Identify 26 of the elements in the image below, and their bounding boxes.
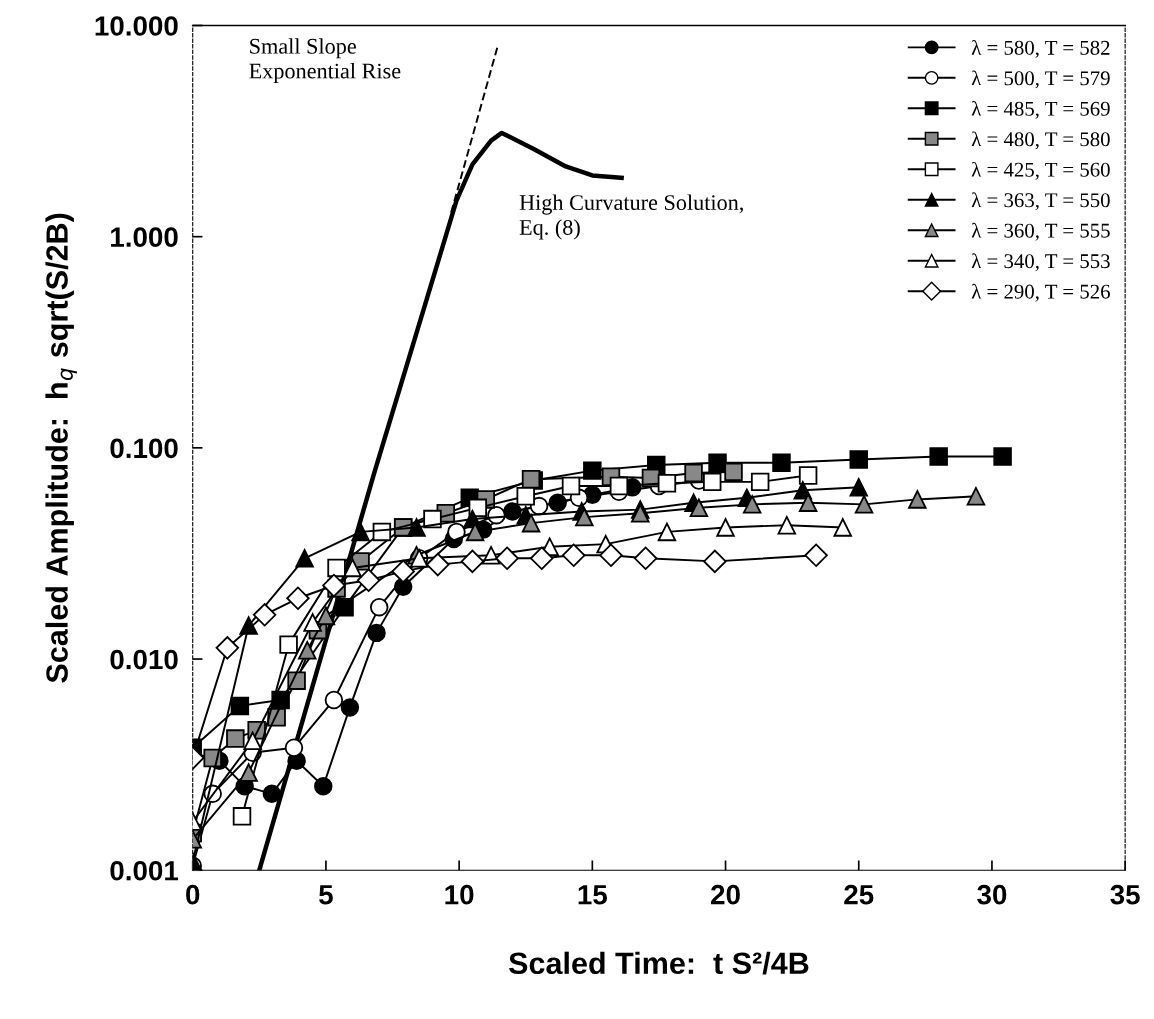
y-tick-label: 1.000 [111, 227, 178, 247]
legend-label: λ = 360, T = 555 [971, 222, 1110, 241]
x-tick-label: 5 [319, 885, 333, 905]
x-tick-label: 20 [711, 884, 740, 905]
legend-label: λ = 500, T = 579 [971, 70, 1110, 89]
annotation: Small Slope Exponential Rise [249, 38, 401, 84]
x-axis-title: Scaled Time: t S²/4B [508, 951, 809, 975]
legend-label: λ = 290, T = 526 [971, 283, 1110, 302]
y-axis-title: Scaled Amplitude: h$_{q}$ sqrt(S/2B) [45, 213, 77, 683]
x-tick-label: 30 [977, 884, 1007, 905]
y-tick-label: 0.100 [110, 438, 178, 459]
x-tick-label: 0 [186, 884, 200, 905]
x-tick-label: 25 [844, 884, 874, 905]
y-tick-label: 0.010 [110, 649, 178, 670]
legend-label: λ = 363, T = 550 [971, 192, 1110, 211]
y-tick-label: 10.000 [95, 16, 178, 36]
legend-label: λ = 485, T = 569 [971, 100, 1110, 119]
y-tick-label: 0.001 [110, 860, 179, 881]
x-tick-label: 10 [445, 884, 474, 905]
x-tick-label: 15 [578, 885, 608, 905]
legend-label: λ = 425, T = 560 [971, 161, 1110, 180]
annotation: High Curvature Solution, Eq. (8) [519, 194, 743, 240]
legend-label: λ = 580, T = 582 [971, 39, 1110, 58]
legend-label: λ = 340, T = 553 [971, 253, 1110, 272]
x-tick-label: 35 [1110, 884, 1140, 905]
legend-label: λ = 480, T = 580 [971, 131, 1110, 150]
